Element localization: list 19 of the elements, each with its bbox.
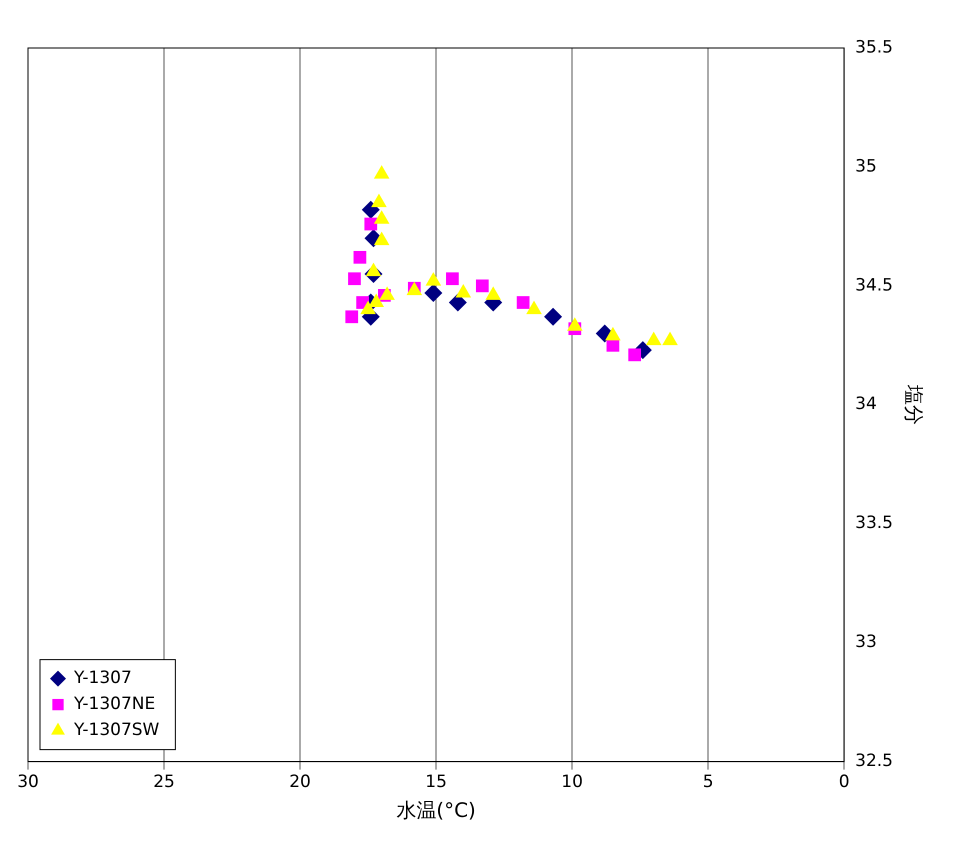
y-tick-label: 34.5: [855, 275, 894, 296]
x-tick-label: 0: [838, 772, 850, 792]
x-axis-title: 水温(°C): [396, 798, 476, 822]
y-tick-label: 34: [855, 394, 877, 414]
legend-label: Y-1307: [73, 668, 132, 688]
y-axis-title: 塩分: [902, 384, 926, 425]
x-tick-label: 25: [153, 772, 175, 792]
x-tick-label: 15: [425, 772, 447, 792]
y-tick-label: 32.5: [855, 751, 894, 772]
legend-label: Y-1307NE: [73, 694, 156, 714]
y-tick-label: 35: [855, 156, 877, 176]
y-tick-label: 33: [855, 632, 877, 652]
x-tick-label: 30: [17, 772, 39, 792]
y-tick-label: 35.5: [855, 37, 894, 58]
legend-label: Y-1307SW: [73, 720, 160, 740]
x-tick-label: 5: [702, 772, 714, 792]
x-tick-label: 20: [289, 772, 311, 792]
y-tick-label: 33.5: [855, 513, 894, 534]
x-tick-label: 10: [561, 772, 583, 792]
